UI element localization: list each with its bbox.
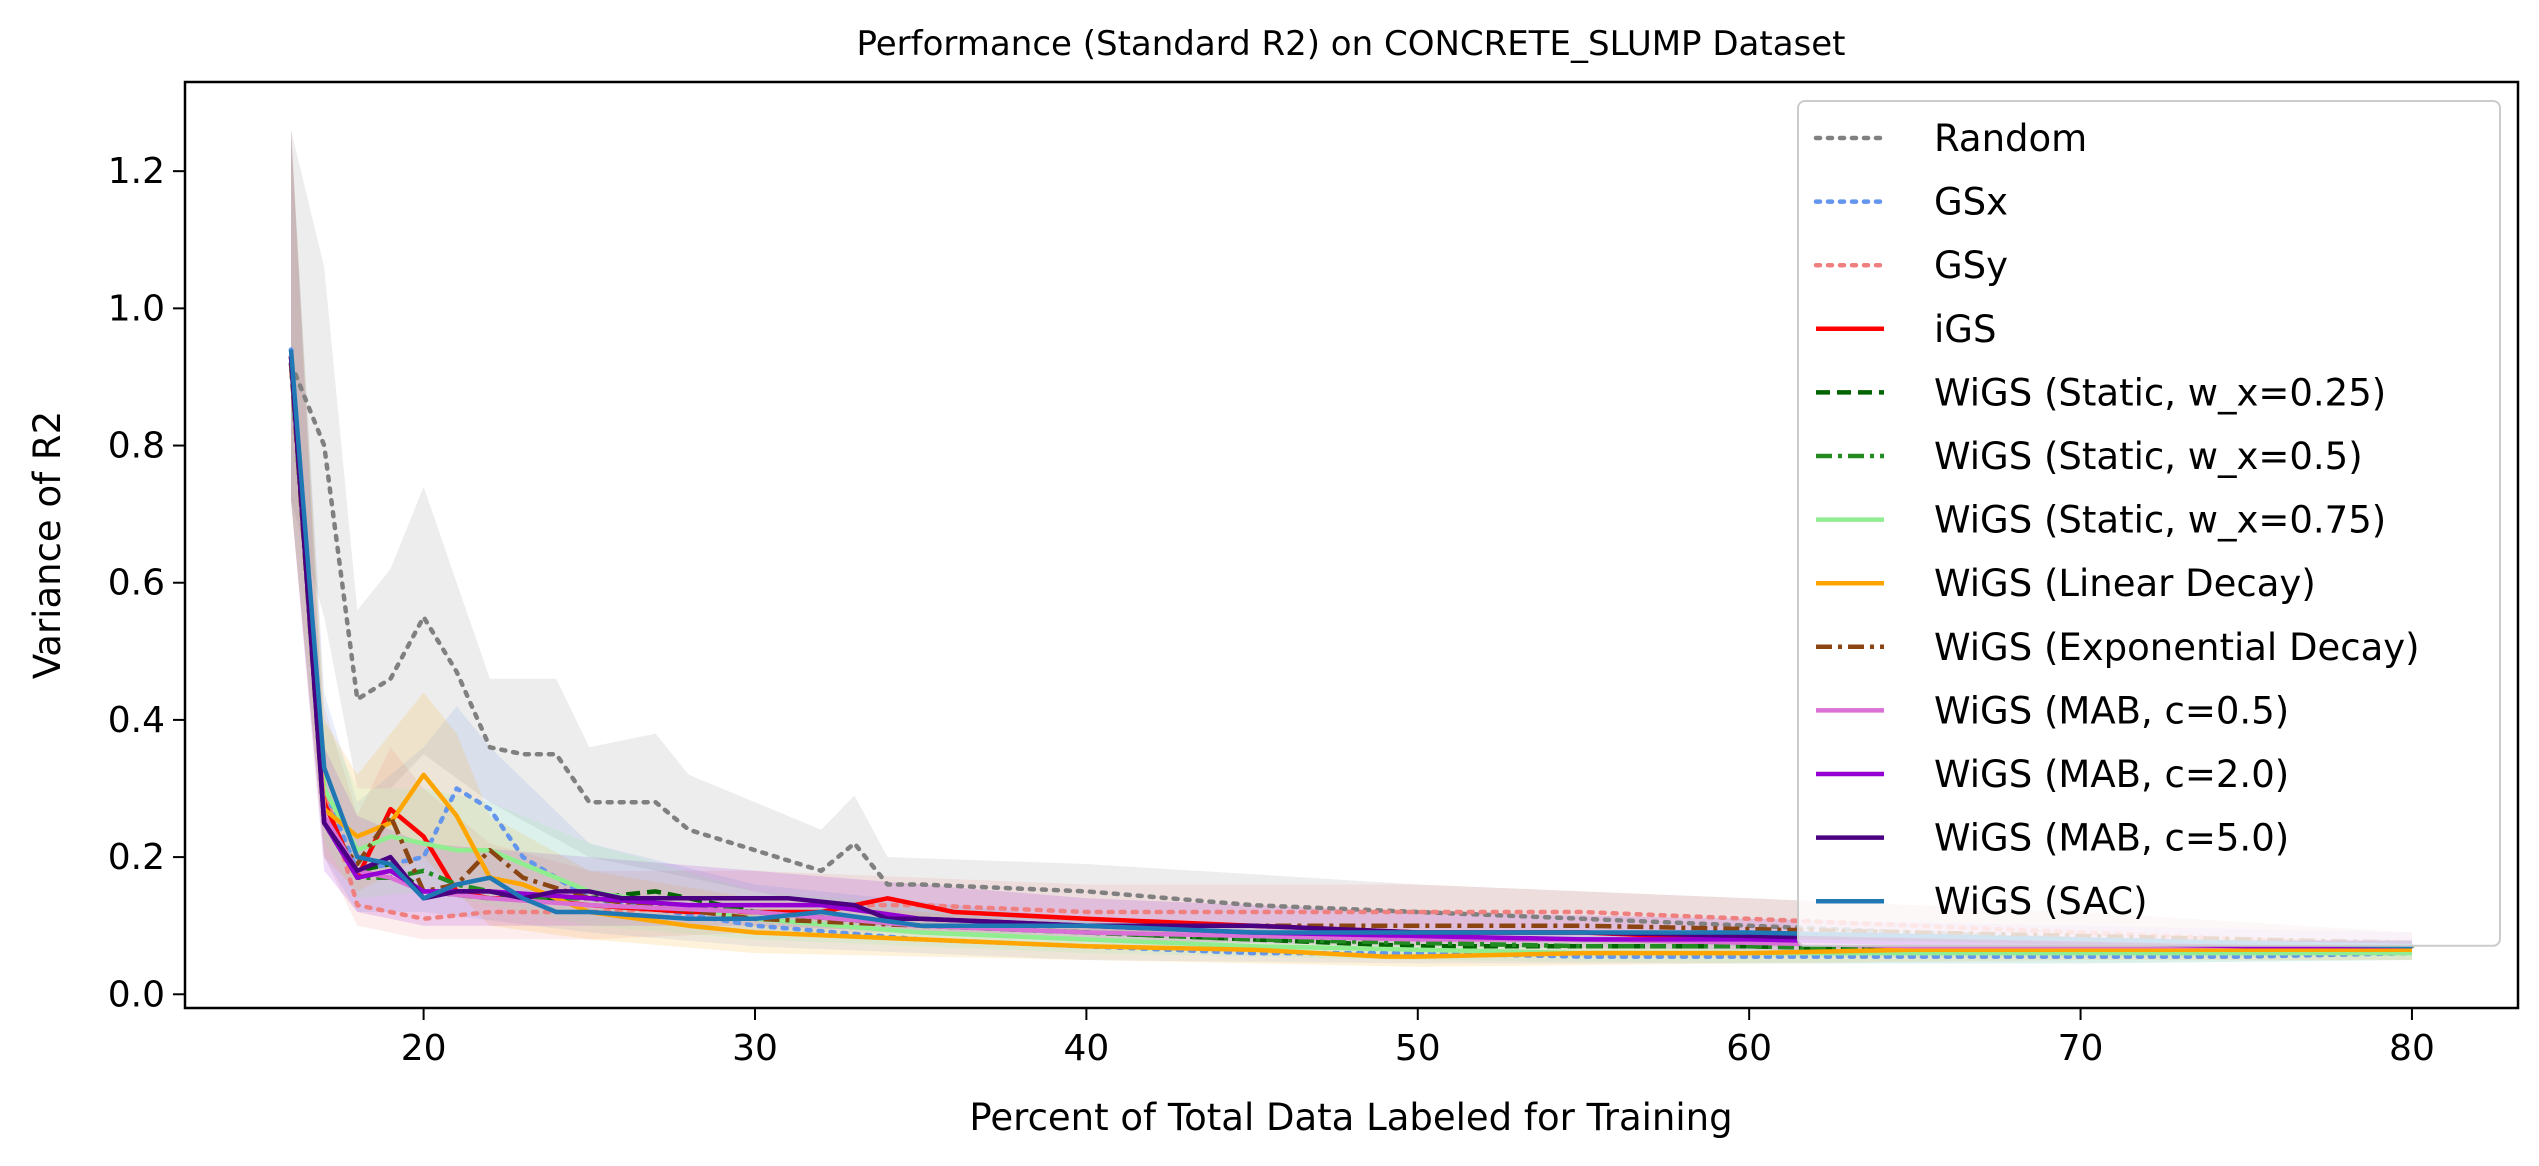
confidence-band-3 [291, 130, 2412, 967]
y-tick-label: 1.2 [108, 151, 165, 192]
y-axis: 0.0 0.2 0.4 0.6 0.8 1.0 1.2 [108, 151, 185, 1015]
legend-label: Random [1934, 117, 2087, 160]
series-line-0 [288, 360, 2415, 949]
y-tick-label: 0.2 [108, 837, 165, 878]
legend-label: GSx [1934, 181, 2008, 224]
legend-label: GSy [1934, 244, 2008, 287]
x-tick-label: 30 [732, 1028, 778, 1069]
y-tick-label: 0.8 [108, 426, 165, 467]
legend-label: WiGS (MAB, c=0.5) [1934, 689, 2289, 732]
x-tick-label: 70 [2058, 1028, 2104, 1069]
x-tick-label: 60 [1726, 1028, 1772, 1069]
confidence-band-1 [291, 130, 2412, 954]
x-tick-label: 20 [401, 1028, 447, 1069]
y-tick-label: 0.6 [108, 563, 165, 604]
y-axis-label: Variance of R2 [26, 411, 69, 679]
y-tick-label: 0.4 [108, 700, 165, 741]
series-line-7 [288, 356, 2412, 959]
x-axis: 20 30 40 50 60 70 80 [401, 1008, 2435, 1069]
x-tick-label: 80 [2389, 1028, 2435, 1069]
legend-label: WiGS (Static, w_x=0.5) [1934, 435, 2363, 478]
legend-label: WiGS (MAB, c=5.0) [1934, 817, 2289, 860]
confidence-band-4 [291, 130, 2412, 954]
legend-label: WiGS (Static, w_x=0.25) [1934, 371, 2386, 414]
y-tick-label: 1.0 [108, 288, 165, 329]
plot-frame [183, 80, 2520, 1010]
legend-label: iGS [1934, 308, 1996, 351]
x-tick-label: 40 [1063, 1028, 1109, 1069]
legend-label: WiGS (Static, w_x=0.75) [1934, 499, 2386, 542]
legend-label: WiGS (MAB, c=2.0) [1934, 753, 2289, 796]
legend-label: WiGS (Exponential Decay) [1934, 626, 2420, 669]
x-tick-label: 50 [1395, 1028, 1441, 1069]
legend: Random GSx GSy iGS WiGS (Static, w_x=0.25) Wi… [1797, 100, 2501, 947]
chart-title: Performance (Standard R2) on CONCRETE_SL… [856, 24, 1845, 64]
series-line-6 [288, 363, 2412, 956]
legend-box [1797, 100, 2501, 947]
x-axis-label: Percent of Total Data Labeled for Traini… [969, 1096, 1732, 1139]
y-tick-label: 0.0 [108, 974, 165, 1015]
legend-label: WiGS (SAC) [1934, 880, 2148, 923]
legend-label: WiGS (Linear Decay) [1934, 562, 2316, 605]
